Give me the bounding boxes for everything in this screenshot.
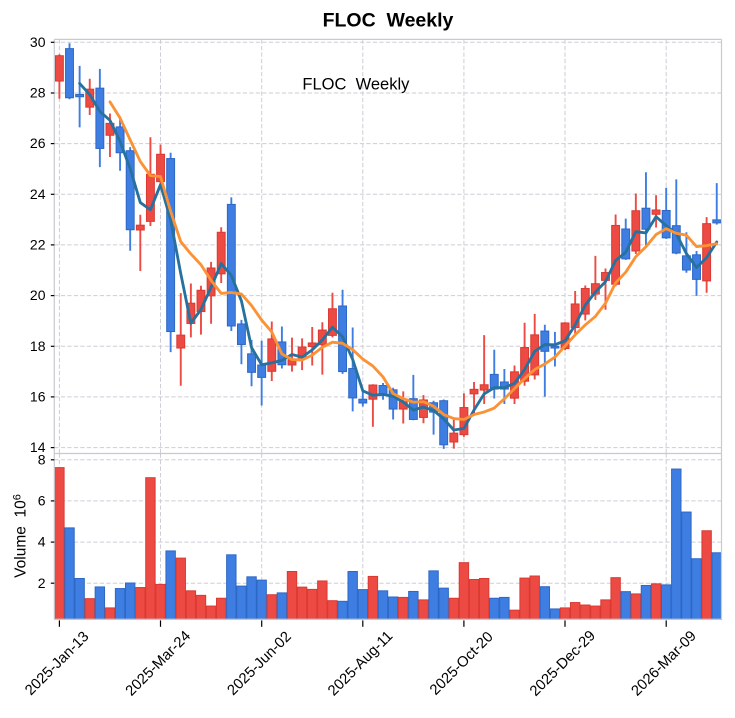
svg-text:2: 2 [38,575,46,591]
svg-text:28: 28 [30,85,46,101]
svg-text:6: 6 [38,493,46,509]
svg-text:Volume 106: Volume 106 [11,494,29,578]
svg-text:FLOC Weekly: FLOC Weekly [323,9,454,31]
svg-text:30: 30 [30,34,46,50]
svg-text:20: 20 [30,287,46,303]
svg-text:16: 16 [30,389,46,405]
svg-text:8: 8 [38,451,46,467]
svg-text:26: 26 [30,135,46,151]
svg-text:24: 24 [30,186,46,202]
svg-text:18: 18 [30,338,46,354]
svg-text:4: 4 [38,534,46,550]
svg-text:14: 14 [30,439,46,455]
svg-text:22: 22 [30,237,46,253]
svg-text:FLOC Weekly: FLOC Weekly [302,76,410,94]
